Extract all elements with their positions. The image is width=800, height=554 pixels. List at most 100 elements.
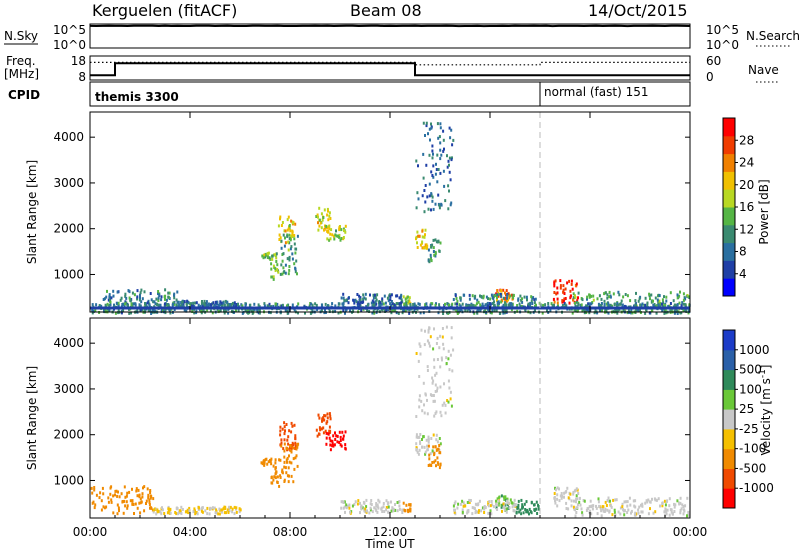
echo-point <box>279 236 282 240</box>
echo-point <box>284 466 287 470</box>
echo-point <box>139 291 142 295</box>
colorbar-swatch <box>723 349 735 371</box>
echo-point <box>167 507 170 511</box>
echo-point <box>448 386 451 390</box>
echo-point <box>664 503 667 507</box>
echo-point <box>434 459 437 463</box>
echo-point <box>276 263 279 267</box>
echo-point <box>575 282 578 286</box>
echo-point <box>128 296 131 300</box>
echo-point <box>578 496 581 500</box>
echo-point <box>506 507 508 511</box>
echo-point <box>157 299 160 303</box>
echo-point <box>632 499 635 503</box>
echo-point <box>585 304 588 308</box>
echo-point <box>502 296 505 300</box>
echo-point <box>272 275 275 279</box>
echo-point <box>136 494 139 498</box>
echo-point <box>464 308 467 312</box>
echo-point <box>409 509 412 513</box>
echo-point <box>576 497 579 501</box>
echo-point <box>261 254 264 258</box>
echo-point <box>498 301 500 305</box>
echo-point <box>646 500 649 504</box>
echo-point <box>496 296 498 300</box>
echo-point <box>678 502 681 506</box>
echo-point <box>471 512 474 516</box>
echo-point <box>480 295 483 298</box>
echo-point <box>116 494 119 498</box>
echo-point <box>106 302 109 306</box>
echo-point <box>211 302 214 306</box>
echo-point <box>282 447 285 451</box>
echo-point <box>422 246 425 250</box>
echo-point <box>339 435 342 439</box>
echo-point <box>100 499 103 503</box>
echo-point <box>156 303 159 306</box>
echo-point <box>284 229 287 233</box>
echo-point <box>603 292 606 296</box>
echo-point <box>519 508 522 512</box>
echo-point <box>279 474 282 478</box>
echo-point <box>387 501 390 505</box>
echo-point <box>452 138 455 142</box>
echo-point <box>623 304 626 308</box>
echo-point <box>505 289 508 293</box>
echo-point <box>511 505 514 509</box>
echo-point <box>201 506 204 510</box>
echo-point <box>181 508 184 511</box>
echo-point <box>155 512 158 516</box>
echo-point <box>686 514 688 518</box>
echo-point <box>426 412 429 416</box>
echo-point <box>660 302 663 306</box>
echo-point <box>421 409 424 413</box>
echo-point <box>105 505 108 509</box>
echo-point <box>419 440 421 444</box>
echo-point <box>602 509 605 513</box>
echo-point <box>186 299 189 303</box>
echo-point <box>140 288 143 292</box>
echo-point <box>598 294 601 298</box>
echo-point <box>291 235 294 238</box>
echo-point <box>565 507 568 510</box>
echo-point <box>439 141 442 145</box>
echo-point <box>468 293 471 297</box>
echo-point <box>431 381 434 385</box>
echo-point <box>604 308 607 312</box>
colorbar-tick-label: 20 <box>739 178 754 192</box>
echo-point <box>492 296 495 300</box>
echo-point <box>316 308 319 312</box>
echo-point <box>157 290 160 293</box>
echo-point <box>217 512 220 516</box>
echo-point <box>329 417 332 421</box>
echo-point <box>269 458 271 462</box>
echo-point <box>417 234 420 238</box>
echo-point <box>209 309 212 313</box>
echo-point <box>553 282 556 286</box>
echo-point <box>627 308 630 312</box>
echo-point <box>637 508 640 512</box>
echo-point <box>533 301 536 305</box>
echo-point <box>630 509 633 513</box>
echo-point <box>574 309 577 313</box>
echo-point <box>237 308 240 312</box>
echo-point <box>176 300 179 304</box>
power-y-label: Slant Range [km] <box>25 160 39 264</box>
echo-point <box>485 295 488 299</box>
echo-point <box>375 302 378 306</box>
echo-point <box>91 309 94 313</box>
echo-point <box>421 240 424 244</box>
echo-point <box>110 498 113 502</box>
echo-point <box>275 470 278 474</box>
echo-point <box>428 457 431 461</box>
range-tick-label: 4000 <box>53 336 84 350</box>
echo-point <box>678 294 681 298</box>
echo-point <box>381 297 384 301</box>
echo-point <box>676 303 679 307</box>
echo-point <box>286 456 289 460</box>
echo-point <box>684 297 687 301</box>
echo-point <box>505 299 508 303</box>
echo-point <box>447 400 450 404</box>
echo-point <box>451 156 453 160</box>
